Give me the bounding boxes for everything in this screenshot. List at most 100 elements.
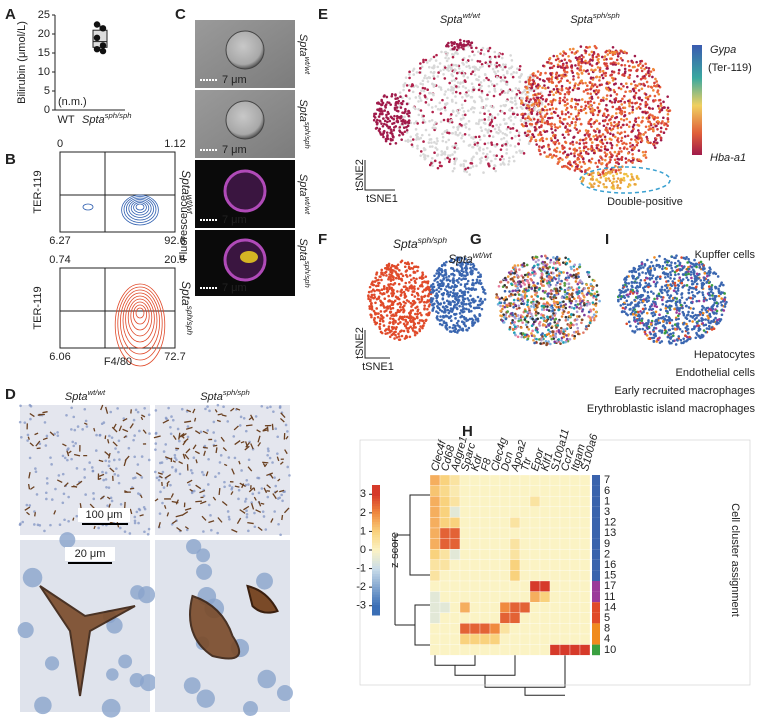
cell-dot [510,59,514,62]
cell-dot [456,133,460,137]
cell-dot [643,67,646,71]
cell-dot [416,269,419,273]
nucleus [45,497,48,501]
stained-cell [231,468,235,475]
cell-dot [564,140,567,144]
cell-dot [418,96,422,100]
cell-dot [395,109,399,112]
nucleus [147,413,151,417]
cell-dot [603,114,606,117]
cell-dot [646,140,649,144]
cell-dot [467,89,470,93]
cell-dot [434,121,437,124]
nucleus [147,458,151,462]
contour [132,304,147,325]
cell-dot [589,103,592,107]
cell-dot [530,305,533,308]
cell-dot [621,97,624,101]
cell-dot [451,300,455,303]
stained-cell [29,442,34,447]
cell-dot [392,117,395,121]
cell-dot [609,158,612,162]
cell-dot [493,116,497,120]
cell-dot [480,307,484,311]
cell-dot [442,68,445,71]
cell-dot [388,287,391,291]
cell-dot [520,99,523,102]
stained-cell [162,419,170,424]
nucleus [256,572,273,590]
cell-dot [451,272,455,276]
cell-dot [555,305,558,309]
cell-dot [427,91,431,95]
cell-dot [557,142,561,145]
cell-dot [434,146,438,150]
cell-dot [564,306,568,310]
stained-cell [104,451,111,457]
cell-dot [585,152,588,155]
plot-frame [59,267,176,349]
cell-dot [521,332,525,335]
cell-dot [451,169,455,173]
cell-dot [476,303,480,307]
cell-dot [492,94,496,98]
cell-dot [450,98,454,102]
nucleus [34,470,38,473]
cell-dot [589,147,593,151]
cell-dot [505,148,509,151]
cell-dot [525,263,529,267]
cell-dot [473,100,477,104]
cell-dot [406,329,410,332]
cell-dot [535,93,539,96]
nucleus [276,435,280,439]
cell-dot [580,321,583,325]
cell-dot [541,314,545,317]
cell-dot [659,104,663,107]
cell-dot [556,162,560,165]
cell-dot [458,273,462,277]
cell-dot [515,307,519,311]
cell-dot [487,109,490,113]
cell-dot [458,294,462,298]
nucleus [66,458,69,462]
cell-dot [458,91,462,95]
cell-dot [617,71,621,75]
cell-dot [485,153,489,156]
cell-dot [484,97,488,101]
cell-dot [664,127,668,131]
cell-dot [511,155,515,158]
stained-cell [248,416,253,421]
cell-dot [527,87,531,91]
cell-dot [640,137,643,140]
cell-dot [623,94,626,98]
cell-dot [382,287,386,291]
cell-dot [639,134,642,138]
cell-dot [492,154,496,157]
allele: wt/wt [185,195,195,215]
cell-dot [456,45,459,48]
cell-dot [452,125,455,129]
cell-dot [545,279,549,283]
cell-dot [562,74,565,78]
cell-dot [493,127,497,131]
cell-dot [478,303,482,307]
cell-dot [421,121,425,124]
cell-dot [561,63,565,67]
nucleus [183,677,201,694]
cell-dot [472,137,475,140]
cell-dot [379,313,383,317]
cell-dot [450,119,453,122]
cell-dot [408,335,412,339]
cell-dot [623,172,626,176]
nucleus [154,448,157,451]
cell-dot [605,141,609,145]
cell-dot [631,61,635,64]
cell-dot [407,114,411,118]
cell-dot [579,122,583,126]
cell-dot [379,303,383,307]
cell-dot [553,136,557,140]
cell-dot [622,176,626,180]
cell-dot [634,91,638,95]
cell-dot [475,151,478,155]
cell-dot [575,128,578,131]
